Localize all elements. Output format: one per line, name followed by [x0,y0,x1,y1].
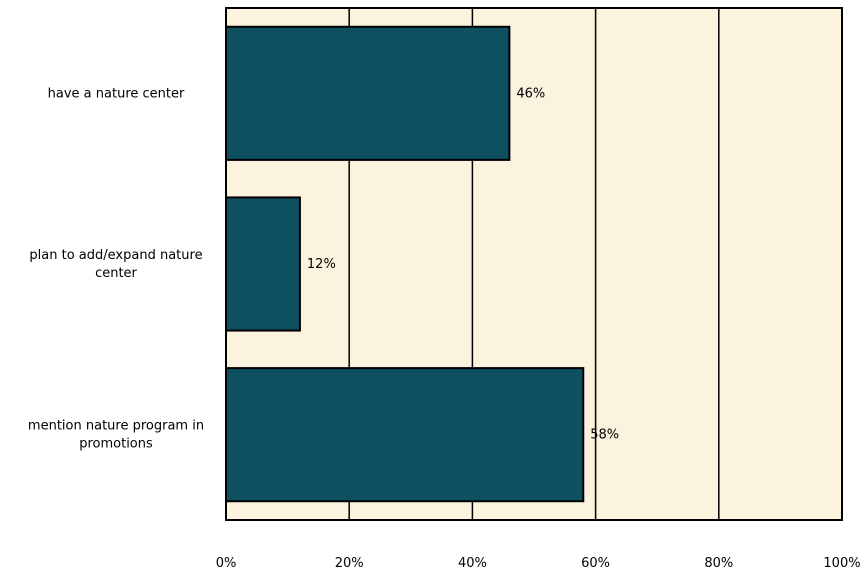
category-label-line: plan to add/expand nature [29,248,202,263]
x-tick-label: 60% [581,556,610,571]
data-label: 46% [516,86,545,101]
category-labels: have a nature center plan to add/expand n… [28,86,204,451]
bar [225,367,585,503]
data-labels: 46% 12% 58% [307,86,619,442]
x-axis-tick-labels: 0% 20% 40% 60% 80% 100% [216,556,861,571]
bar [225,25,511,161]
data-label: 58% [590,428,619,443]
x-tick-label: 80% [704,556,733,571]
category-label-line: have a nature center [48,86,185,101]
category-label: have a nature center [48,86,185,101]
x-tick-label: 20% [335,556,364,571]
category-label: mention nature program in promotions [28,419,204,452]
bars [225,25,585,503]
bar [225,196,301,332]
x-tick-label: 40% [458,556,487,571]
data-label: 12% [307,257,336,272]
plot-area-border [225,7,843,521]
category-label-line: promotions [79,437,153,452]
category-label-line: mention nature program in [28,419,204,434]
x-tick-label: 100% [823,556,860,571]
category-label-line: center [95,266,137,281]
x-tick-label: 0% [216,556,237,571]
category-label: plan to add/expand nature center [29,248,202,281]
